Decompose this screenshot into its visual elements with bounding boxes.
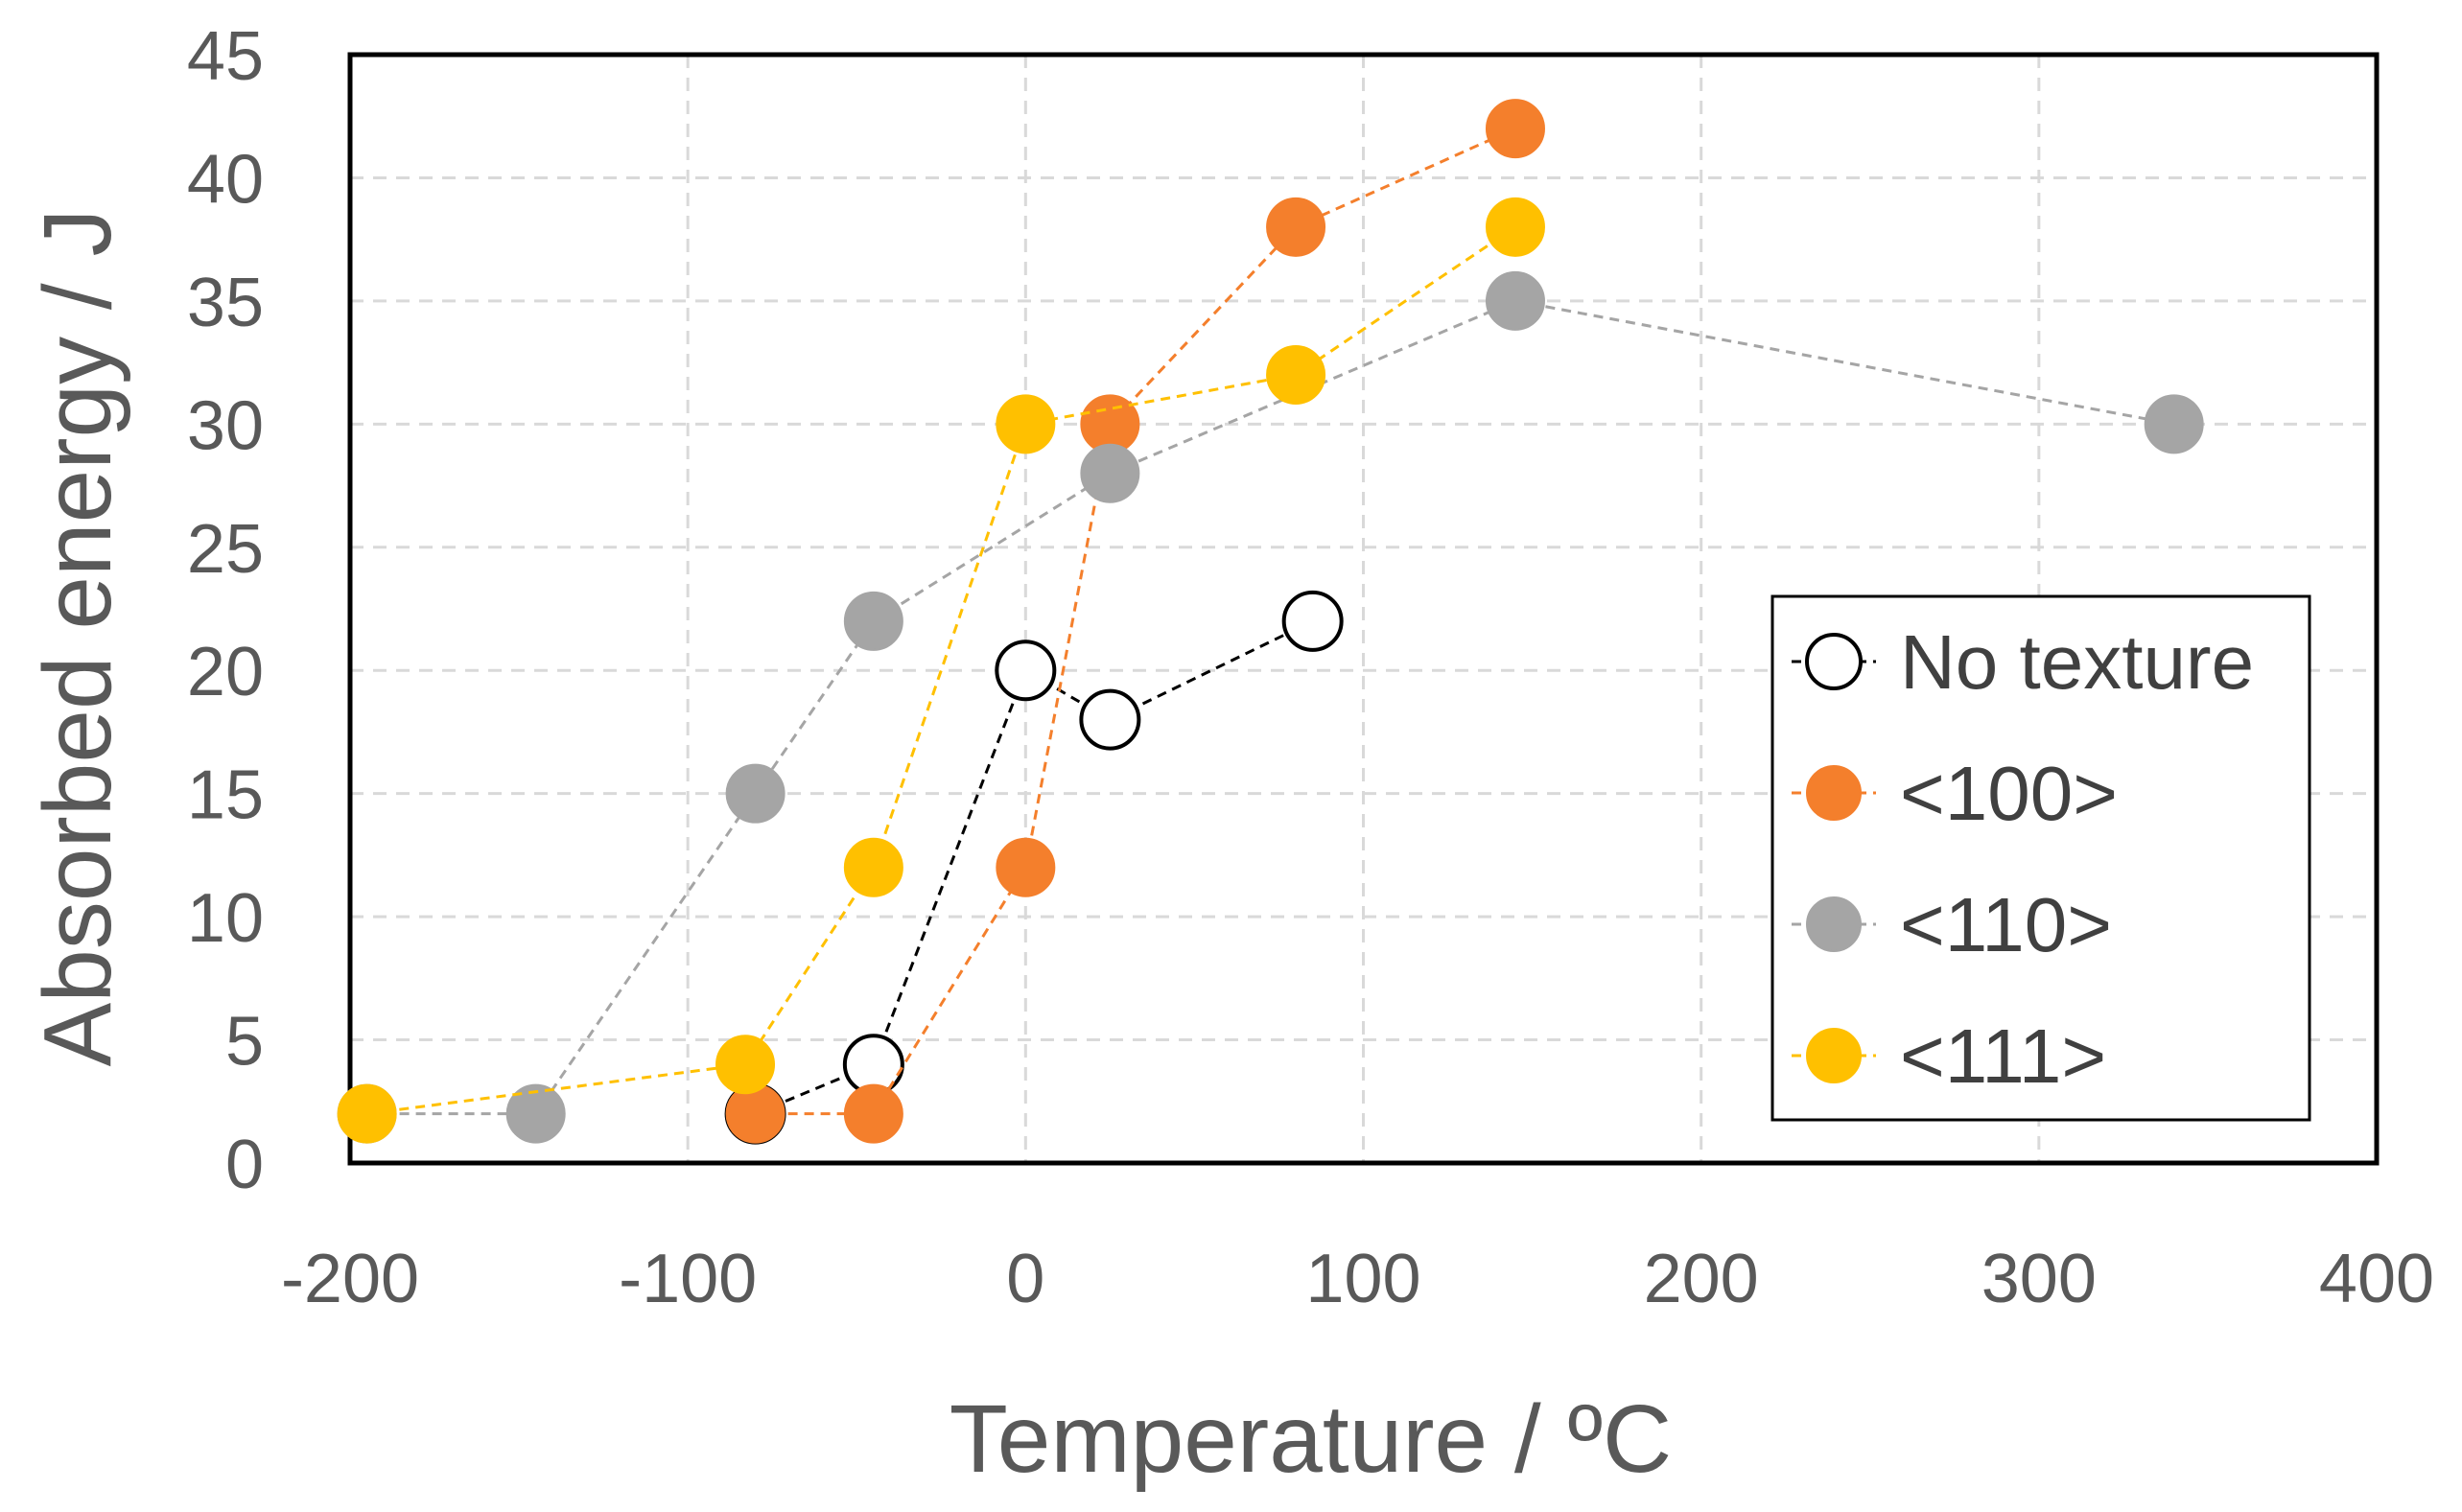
y-tick-labels: 0 5 10 15 20 25 30 35 40 45 <box>187 18 264 1203</box>
data-point-100 <box>996 837 1056 897</box>
data-point-111 <box>715 1035 776 1095</box>
series-layer <box>337 99 2204 1145</box>
y-tick-label: 20 <box>187 634 264 710</box>
y-tick-label: 10 <box>187 880 264 957</box>
x-tick-labels: -200 -100 0 100 200 300 400 <box>281 1241 2434 1317</box>
legend-marker <box>1806 765 1862 821</box>
legend-item: No texture <box>1792 619 2254 705</box>
data-point-100 <box>1485 99 1545 159</box>
legend-label: No texture <box>1900 619 2254 705</box>
y-tick-label: 15 <box>187 757 264 834</box>
y-axis-title: Absorbed energy / J <box>24 209 131 1067</box>
data-point-110 <box>725 763 785 824</box>
data-point-110 <box>843 591 903 651</box>
data-point-110 <box>1485 270 1545 331</box>
data-point-no-texture <box>995 640 1057 702</box>
legend-item: <110> <box>1792 882 2112 967</box>
y-tick-label: 30 <box>187 387 264 464</box>
data-point-100 <box>1266 197 1326 257</box>
legend-label: <110> <box>1900 882 2112 967</box>
series-line-no-texture <box>755 619 1314 1116</box>
legend-label: <111> <box>1900 1013 2106 1099</box>
legend-item: <111> <box>1792 1013 2106 1099</box>
series-100 <box>725 99 1545 1144</box>
legend: No texture <100> <110> <111> <box>1770 594 2311 1122</box>
legend-marker <box>1805 633 1863 690</box>
x-tick-label: -200 <box>281 1241 419 1317</box>
y-tick-label: 25 <box>187 511 264 588</box>
x-tick-label: -100 <box>619 1241 757 1317</box>
legend-item: <100> <box>1792 751 2118 836</box>
data-point-111 <box>1266 344 1326 405</box>
y-tick-label: 35 <box>187 265 264 341</box>
x-tick-label: 300 <box>1981 1241 2097 1317</box>
x-tick-label: 100 <box>1305 1241 1420 1317</box>
data-point-111 <box>1485 197 1545 257</box>
data-point-100 <box>725 1083 785 1144</box>
data-point-110 <box>505 1083 566 1144</box>
legend-marker <box>1806 896 1862 952</box>
data-point-111 <box>996 394 1056 454</box>
plot-frame <box>347 52 2380 1166</box>
y-tick-label: 5 <box>225 1004 264 1081</box>
data-point-no-texture <box>1079 688 1141 751</box>
x-tick-label: 0 <box>1006 1241 1044 1317</box>
data-point-110 <box>1080 443 1140 503</box>
data-point-111 <box>337 1083 397 1144</box>
y-tick-label: 0 <box>225 1127 264 1203</box>
series-111 <box>337 197 1545 1144</box>
y-tick-label: 40 <box>187 141 264 218</box>
data-point-110 <box>2144 394 2204 454</box>
x-axis-title: Temperature / ºC <box>950 1385 1672 1493</box>
x-tick-label: 400 <box>2319 1241 2434 1317</box>
data-point-100 <box>843 1083 903 1144</box>
legend-marker <box>1806 1028 1862 1083</box>
series-line-111 <box>366 225 1516 1116</box>
x-tick-label: 200 <box>1644 1241 1759 1317</box>
data-point-no-texture <box>1281 590 1344 652</box>
legend-label: <100> <box>1900 751 2118 836</box>
legend-box <box>1770 594 2311 1122</box>
data-point-111 <box>843 837 903 897</box>
y-tick-label: 45 <box>187 18 264 95</box>
